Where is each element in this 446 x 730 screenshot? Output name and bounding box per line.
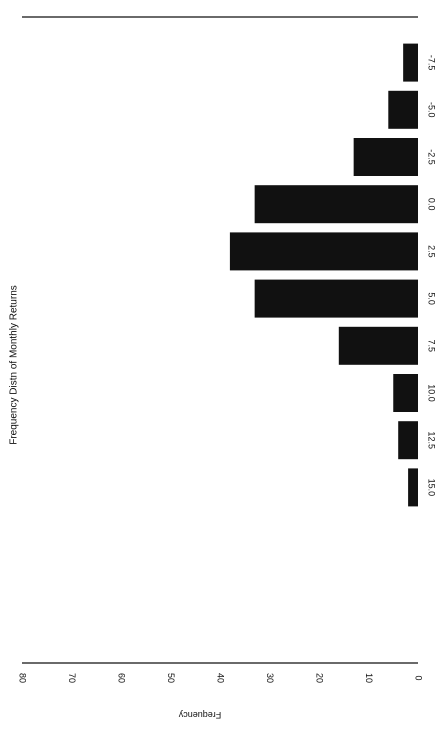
- x-tick-label: -7.5: [427, 55, 437, 71]
- x-tick-label: -2.5: [427, 149, 437, 165]
- x-tick-label: 10.0: [427, 384, 437, 402]
- y-tick-label: 60: [117, 673, 127, 683]
- y-tick-label: 70: [67, 673, 77, 683]
- x-tick-label: -5.0: [427, 102, 437, 118]
- x-tick-label: 2.5: [427, 245, 437, 258]
- y-tick-label: 30: [265, 673, 275, 683]
- x-tick-label: 12.5: [427, 431, 437, 449]
- bar--5.0: [388, 90, 418, 129]
- y-tick-label: 10: [364, 673, 374, 683]
- bar--2.5: [353, 138, 418, 176]
- x-tick-label: 15.0: [427, 479, 437, 497]
- y-tick-label: 40: [216, 673, 226, 683]
- axes: [22, 16, 418, 664]
- x-tick-label: 5.0: [427, 292, 437, 305]
- bar--7.5: [403, 43, 418, 82]
- y-tick-label: 50: [166, 673, 176, 683]
- x-tick-labels: -7.5 -5.0 -2.5 0.0 2.5 5.0 7.5 10.0 12.5 15.0: [427, 55, 437, 496]
- bars: [229, 43, 418, 507]
- y-tick-labels: 0 10 20 30 40 50 60 70 80: [18, 673, 424, 683]
- y-tick-label: 80: [18, 673, 28, 683]
- bar-15.0: [408, 468, 418, 507]
- bar-2.5: [229, 232, 418, 271]
- bar-10.0: [393, 374, 418, 412]
- bar-7.5: [338, 326, 418, 365]
- x-tick-label: 7.5: [427, 340, 437, 353]
- bar-12.5: [398, 421, 418, 460]
- x-tick-label: 0.0: [427, 198, 437, 211]
- y-tick-label: 20: [315, 673, 325, 683]
- bar-5.0: [254, 279, 418, 318]
- bar-0.0: [254, 185, 418, 224]
- y-tick-label: 0: [414, 675, 424, 680]
